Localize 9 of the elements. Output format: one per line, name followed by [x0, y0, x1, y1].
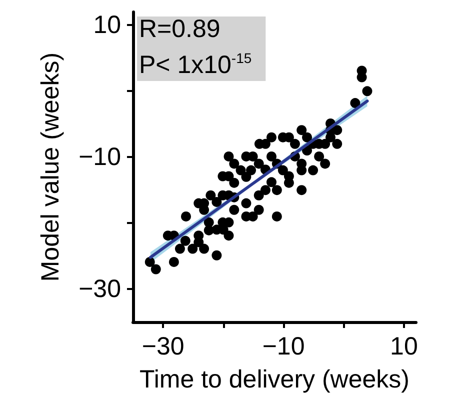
x-tick-label: −30 — [142, 332, 184, 360]
y-tick-label: −10 — [78, 143, 121, 172]
x-tick-label: 10 — [390, 332, 418, 360]
y-tick-label: −30 — [78, 275, 121, 304]
annotation: R=0.89 — [139, 15, 220, 43]
y-tick-label: 10 — [93, 11, 121, 40]
x-axis-title: Time to delivery (weeks) — [140, 366, 410, 394]
y-axis-title: Model value (weeks) — [36, 52, 64, 282]
x-tick-label: −10 — [262, 332, 305, 360]
